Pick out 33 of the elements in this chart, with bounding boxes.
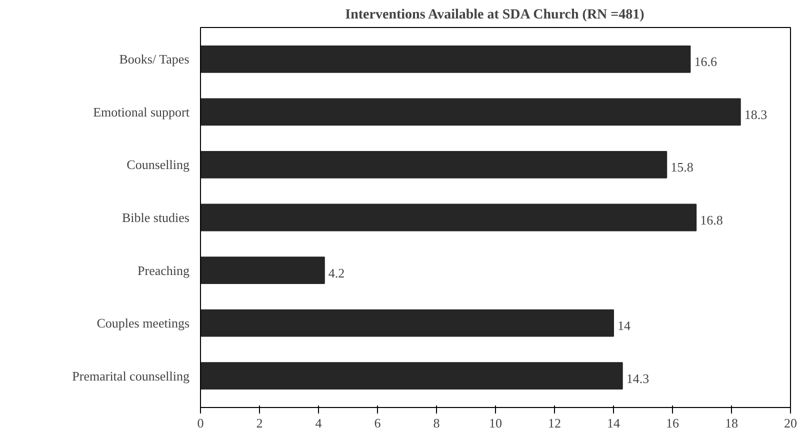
data-label: 15.8 [670,160,694,175]
bar [200,204,697,232]
bar [200,362,623,390]
bar [200,309,614,337]
y-tick-label: Premarital counselling [72,368,190,384]
x-tick-label: 0 [197,416,204,430]
data-label: 18.3 [744,106,768,122]
x-tick-label: 20 [784,416,797,430]
y-tick-label: Couples meetings [96,316,190,331]
x-tick-label: 12 [548,416,561,430]
y-tick-label: Books/ Tapes [119,52,190,67]
y-tick-label: Counselling [126,157,190,172]
y-tick-label: Bible studies [122,210,190,225]
x-tick-label: 14 [607,416,620,430]
chart-title: Interventions Available at SDA Church (RN =481) [345,8,645,22]
bar [200,45,691,73]
x-tick-label: 18 [725,416,738,430]
x-tick-label: 16 [666,416,680,430]
y-tick-label: Emotional support [93,104,190,120]
bar [200,256,325,284]
bar [200,151,668,178]
data-label: 16.8 [700,212,723,228]
data-label: 14.3 [626,370,650,386]
data-label: 14 [618,318,631,334]
data-label: 4.2 [328,265,345,280]
data-label: 16.6 [694,54,718,70]
x-tick-label: 2 [256,416,263,430]
x-tick-label: 4 [315,416,322,430]
x-tick-label: 10 [489,416,502,430]
x-tick-label: 6 [374,416,382,430]
bar [200,98,741,126]
y-tick-label: Preaching [138,262,190,278]
x-tick-label: 8 [433,416,440,430]
